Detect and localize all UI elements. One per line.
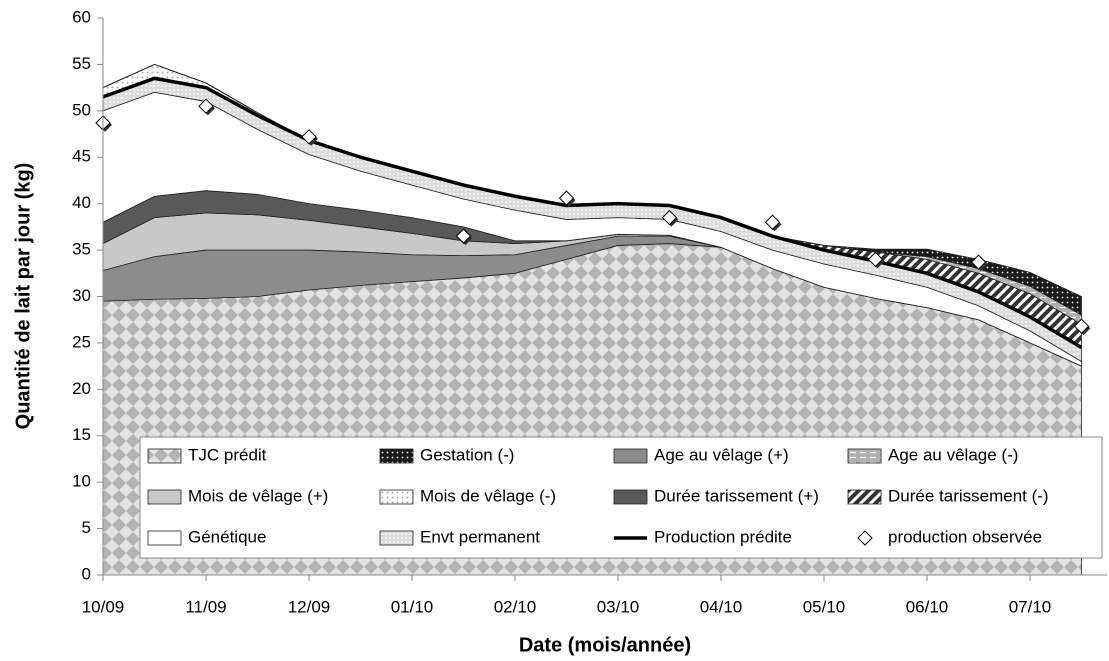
- legend-label: Envt permanent: [420, 527, 540, 546]
- x-tick-label: 07/10: [1009, 597, 1052, 616]
- legend-swatch: [847, 489, 882, 505]
- legend-label: Durée tarissement (+): [654, 486, 819, 505]
- y-tick-label: 40: [72, 193, 91, 212]
- legend-label: Production prédite: [654, 527, 792, 546]
- x-tick-label: 12/09: [288, 597, 331, 616]
- plot-area: 0 5 10 15 20 25 30 35 40 45 50 55 60 10/09 11/09 12/09 0…: [72, 7, 1107, 616]
- marker: [764, 214, 781, 230]
- legend-swatch: [147, 530, 182, 546]
- legend: TJC prédit Gestation (-) Age au vêlage (+)…: [139, 436, 1103, 559]
- y-tick-label: 55: [72, 54, 91, 73]
- x-tick-label: 10/09: [82, 597, 125, 616]
- marker: [661, 209, 678, 226]
- x-tick-label: 06/10: [906, 597, 949, 616]
- marker: [198, 98, 214, 114]
- legend-swatch: [379, 489, 414, 505]
- y-tick-label: 15: [72, 425, 91, 444]
- legend-label: Age au vêlage (-): [888, 445, 1018, 464]
- marker: [455, 228, 472, 244]
- legend-label: Gestation (-): [420, 445, 514, 464]
- legend-label: Génétique: [188, 527, 266, 546]
- y-tick-label: 35: [72, 240, 91, 259]
- x-tick-label: 01/10: [391, 597, 434, 616]
- marker: [970, 254, 987, 270]
- y-tick-label: 45: [72, 147, 91, 166]
- x-axis-title: Date (mois/année): [519, 634, 691, 656]
- legend-label: production observée: [888, 527, 1042, 546]
- legend-swatch: [613, 448, 648, 464]
- y-tick-label: 20: [72, 379, 91, 398]
- x-tick-label: 04/10: [700, 597, 743, 616]
- legend-swatch: [379, 448, 414, 464]
- legend-label: Mois de vêlage (+): [188, 486, 328, 505]
- marker: [1073, 318, 1090, 334]
- legend-swatch: [379, 530, 414, 546]
- x-tick-label: 02/10: [494, 597, 537, 616]
- legend-swatch: [613, 489, 648, 505]
- legend-label: Durée tarissement (-): [888, 486, 1049, 505]
- y-tick-label: 10: [72, 472, 91, 491]
- y-tick-label: 25: [72, 332, 91, 351]
- x-tick-label: 03/10: [597, 597, 640, 616]
- line: [102, 76, 1083, 350]
- y-tick-label: 0: [82, 564, 91, 583]
- marker: [867, 251, 884, 268]
- marker: [301, 129, 317, 145]
- legend-label: Mois de vêlage (-): [420, 486, 556, 505]
- legend-swatch: [147, 489, 182, 505]
- legend-swatch: [857, 530, 873, 546]
- x-tick-label: 05/10: [803, 597, 846, 616]
- y-axis-title: Quantité de lait par jour (kg): [12, 163, 34, 430]
- legend-swatch: [847, 448, 882, 464]
- y-tick-label: 5: [82, 518, 91, 537]
- x-tick-label: 11/09: [185, 597, 226, 616]
- marker: [558, 190, 575, 206]
- legend-swatch: [147, 448, 182, 464]
- y-tick-label: 30: [72, 286, 91, 305]
- legend-label: Age au vêlage (+): [654, 445, 789, 464]
- y-tick-label: 50: [72, 100, 91, 119]
- legend-label: TJC prédit: [188, 445, 267, 464]
- y-tick-label: 60: [72, 7, 91, 26]
